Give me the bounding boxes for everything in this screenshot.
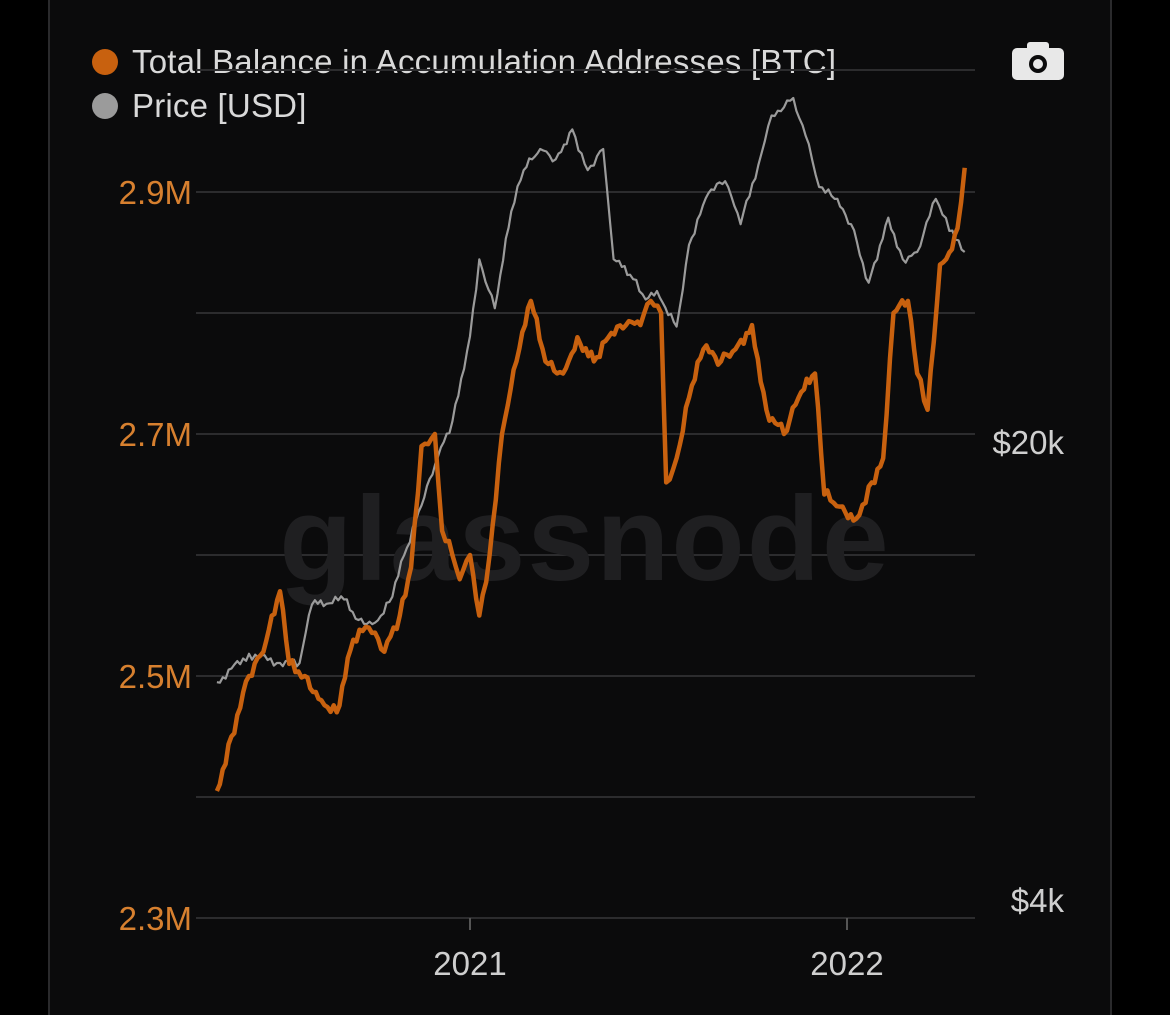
x-axis-labels: 2021 2022	[433, 945, 883, 982]
right-axis-tick-label: $4k	[1011, 882, 1065, 919]
left-axis-tick-label: 2.7M	[119, 416, 192, 453]
series-line-price	[216, 96, 966, 684]
series-group	[214, 96, 967, 792]
right-axis-labels: $4k $20k	[992, 424, 1064, 919]
left-axis-labels: 2.3M 2.5M 2.7M 2.9M	[119, 174, 192, 937]
grid-lines	[196, 69, 975, 930]
legend-label-balance: Total Balance in Accumulation Addresses …	[132, 43, 837, 80]
legend-item-price[interactable]: Price [USD]	[92, 84, 836, 128]
camera-icon[interactable]	[1012, 40, 1064, 80]
left-axis-tick-label: 2.9M	[119, 174, 192, 211]
legend-dot-balance	[92, 49, 118, 75]
right-axis-tick-label: $20k	[992, 424, 1064, 461]
x-axis-tick-label: 2021	[433, 945, 506, 982]
left-axis-tick-label: 2.3M	[119, 900, 192, 937]
left-axis-tick-label: 2.5M	[119, 658, 192, 695]
chart-panel	[48, 0, 1112, 1015]
series-line-balance	[214, 167, 967, 792]
legend-label-price: Price [USD]	[132, 87, 307, 124]
chart-legend: Total Balance in Accumulation Addresses …	[92, 40, 836, 128]
legend-dot-price	[92, 93, 118, 119]
watermark-text: glassnode	[279, 472, 891, 606]
legend-item-balance[interactable]: Total Balance in Accumulation Addresses …	[92, 40, 836, 84]
x-axis-tick-label: 2022	[810, 945, 883, 982]
